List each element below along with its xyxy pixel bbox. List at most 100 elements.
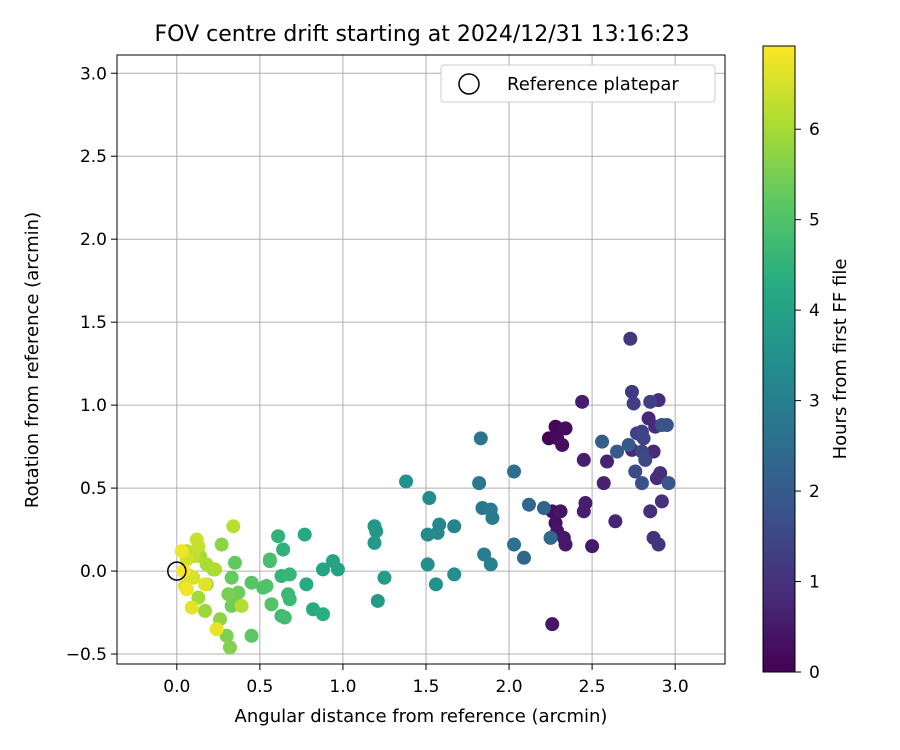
data-point — [420, 527, 435, 542]
data-point — [222, 640, 237, 655]
data-point — [367, 535, 382, 550]
colorbar-tick-label: 1 — [809, 573, 820, 593]
data-point — [209, 622, 224, 637]
data-point — [369, 524, 384, 539]
colorbar-tick-label: 6 — [809, 120, 820, 140]
data-point — [198, 577, 213, 592]
y-axis-label: Rotation from reference (arcmin) — [22, 212, 43, 508]
y-tick-label: 1.5 — [80, 313, 107, 333]
y-tick-label: 0.5 — [80, 479, 107, 499]
data-point — [634, 476, 649, 491]
data-point — [654, 494, 669, 509]
x-tick-label: 1.5 — [412, 677, 439, 697]
data-point — [545, 617, 560, 632]
data-point — [600, 454, 615, 469]
y-tick-label: 1.0 — [80, 396, 107, 416]
colorbar-label: Hours from first FF file — [830, 259, 851, 460]
data-point — [399, 474, 414, 489]
data-point — [595, 434, 610, 449]
data-point — [555, 437, 570, 452]
x-tick-label: 0.0 — [163, 677, 190, 697]
colorbar: 0 1 2 3 4 5 6 Hours from first FF file — [762, 45, 851, 683]
data-point — [553, 504, 568, 519]
plot-frame — [116, 54, 726, 665]
data-point — [208, 562, 223, 577]
reference-platepar-marker — [167, 561, 187, 581]
grid — [117, 55, 725, 664]
data-point — [661, 476, 676, 491]
data-point — [576, 452, 591, 467]
legend-entry-reference-platepar: Reference platepar — [507, 74, 679, 95]
x-tick-label: 2.0 — [496, 677, 523, 697]
data-point — [659, 418, 674, 433]
data-point — [483, 557, 498, 572]
data-point — [610, 444, 625, 459]
x-axis-label: Angular distance from reference (arcmin) — [235, 706, 608, 727]
data-point — [477, 547, 492, 562]
y-tick-label: 0.0 — [80, 562, 107, 582]
y-tick-label: −0.5 — [66, 645, 107, 665]
data-point — [299, 577, 314, 592]
y-tick-label: 3.0 — [80, 64, 107, 84]
scatter-points — [174, 331, 676, 655]
data-point — [179, 582, 194, 597]
data-point — [189, 532, 204, 547]
data-point — [198, 603, 213, 618]
x-tick-label: 3.0 — [662, 677, 689, 697]
x-tick-label: 0.5 — [246, 677, 273, 697]
y-tick-label: 2.0 — [80, 230, 107, 250]
data-point — [578, 496, 593, 511]
x-tick-label: 2.5 — [579, 677, 606, 697]
data-point — [521, 497, 536, 512]
data-point — [623, 331, 638, 346]
data-point — [447, 519, 462, 534]
data-point — [428, 577, 443, 592]
colorbar-ticks: 0 1 2 3 4 5 6 — [795, 120, 820, 683]
data-point — [191, 590, 206, 605]
data-point — [636, 431, 651, 446]
data-point — [422, 491, 437, 506]
data-point — [262, 552, 277, 567]
data-point — [507, 537, 522, 552]
data-point — [271, 529, 286, 544]
y-tick-label: 2.5 — [80, 147, 107, 167]
data-point — [473, 431, 488, 446]
data-point — [608, 514, 623, 529]
data-point — [277, 610, 292, 625]
data-point — [420, 557, 435, 572]
data-point — [485, 510, 500, 525]
data-point — [653, 466, 668, 481]
data-point — [447, 567, 462, 582]
x-tick-label: 1.0 — [329, 677, 356, 697]
data-point — [259, 579, 274, 594]
data-point — [244, 628, 259, 643]
legend-box — [440, 64, 716, 103]
data-point — [244, 575, 259, 590]
data-point — [184, 600, 199, 615]
data-point — [643, 504, 658, 519]
data-point — [624, 384, 639, 399]
data-point — [543, 530, 558, 545]
data-point — [377, 570, 392, 585]
data-point — [558, 537, 573, 552]
data-point — [651, 537, 666, 552]
data-point — [176, 564, 191, 579]
data-point — [596, 476, 611, 491]
data-point — [585, 539, 600, 554]
data-point — [516, 550, 531, 565]
colorbar-tick-label: 0 — [809, 663, 820, 683]
data-point — [214, 537, 229, 552]
legend-reference-marker — [458, 73, 480, 95]
colorbar-tick-label: 4 — [809, 301, 820, 321]
colorbar-tick-label: 2 — [809, 482, 820, 502]
data-point — [536, 501, 551, 516]
x-axis-ticks: 0.0 0.5 1.0 1.5 2.0 2.5 3.0 — [163, 664, 689, 697]
data-point — [282, 567, 297, 582]
data-point — [575, 394, 590, 409]
data-point — [325, 554, 340, 569]
data-point — [297, 527, 312, 542]
data-point — [221, 587, 236, 602]
data-point — [227, 555, 242, 570]
colorbar-tick-label: 3 — [809, 392, 820, 412]
colorbar-gradient — [762, 45, 796, 673]
